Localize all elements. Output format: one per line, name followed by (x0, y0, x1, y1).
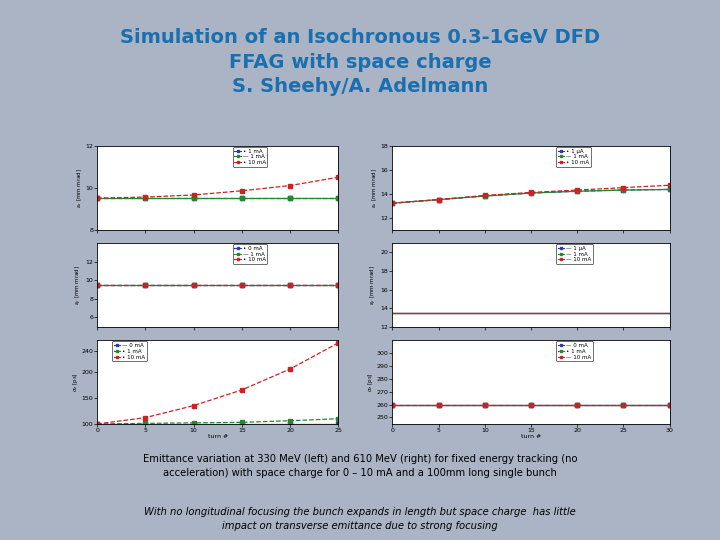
Legend: — 0 mA, • 1 mA, • 10 mA: — 0 mA, • 1 mA, • 10 mA (112, 341, 147, 361)
Y-axis label: $\epsilon_y$ [mm mrad]: $\epsilon_y$ [mm mrad] (369, 265, 379, 305)
Y-axis label: $\sigma_z$ [ps]: $\sigma_z$ [ps] (71, 372, 80, 392)
Text: Simulation of an Isochronous 0.3-1GeV DFD
FFAG with space charge
S. Sheehy/A. Ad: Simulation of an Isochronous 0.3-1GeV DF… (120, 29, 600, 96)
Legend: • 0 mA, — 1 mA, • 10 mA: • 0 mA, — 1 mA, • 10 mA (233, 244, 267, 264)
Y-axis label: $\epsilon_x$ [mm mrad]: $\epsilon_x$ [mm mrad] (370, 168, 379, 207)
Text: Emittance variation at 330 MeV (left) and 610 MeV (right) for fixed energy track: Emittance variation at 330 MeV (left) an… (143, 454, 577, 478)
Y-axis label: $\epsilon_y$ [mm mrad]: $\epsilon_y$ [mm mrad] (73, 265, 84, 305)
X-axis label: turn #: turn # (207, 435, 228, 440)
Legend: • 1 mA, — 1 mA, • 10 mA: • 1 mA, — 1 mA, • 10 mA (233, 147, 267, 167)
Y-axis label: $\epsilon_x$ [mm mrad]: $\epsilon_x$ [mm mrad] (75, 168, 84, 207)
Y-axis label: $\sigma_z$ [ps]: $\sigma_z$ [ps] (366, 372, 375, 392)
Legend: — 0 mA, • 1 mA, — 10 mA: — 0 mA, • 1 mA, — 10 mA (556, 341, 593, 361)
X-axis label: turn #: turn # (521, 435, 541, 440)
Text: With no longitudinal focusing the bunch expands in length but space charge  has : With no longitudinal focusing the bunch … (144, 507, 576, 531)
Legend: • 1 μA, — 1 mA, • 10 mA: • 1 μA, — 1 mA, • 10 mA (556, 147, 590, 167)
Legend: — 1 μA, — 1 mA, — 10 mA: — 1 μA, — 1 mA, — 10 mA (556, 244, 593, 264)
